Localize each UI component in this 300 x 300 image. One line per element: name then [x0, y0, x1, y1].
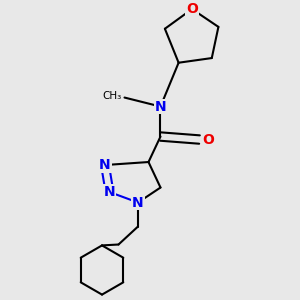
Text: N: N: [104, 185, 115, 199]
Text: O: O: [186, 2, 198, 16]
Text: N: N: [155, 100, 166, 113]
Text: O: O: [202, 133, 214, 146]
Text: CH₃: CH₃: [102, 91, 122, 101]
Text: N: N: [132, 196, 144, 209]
Text: N: N: [99, 158, 111, 172]
